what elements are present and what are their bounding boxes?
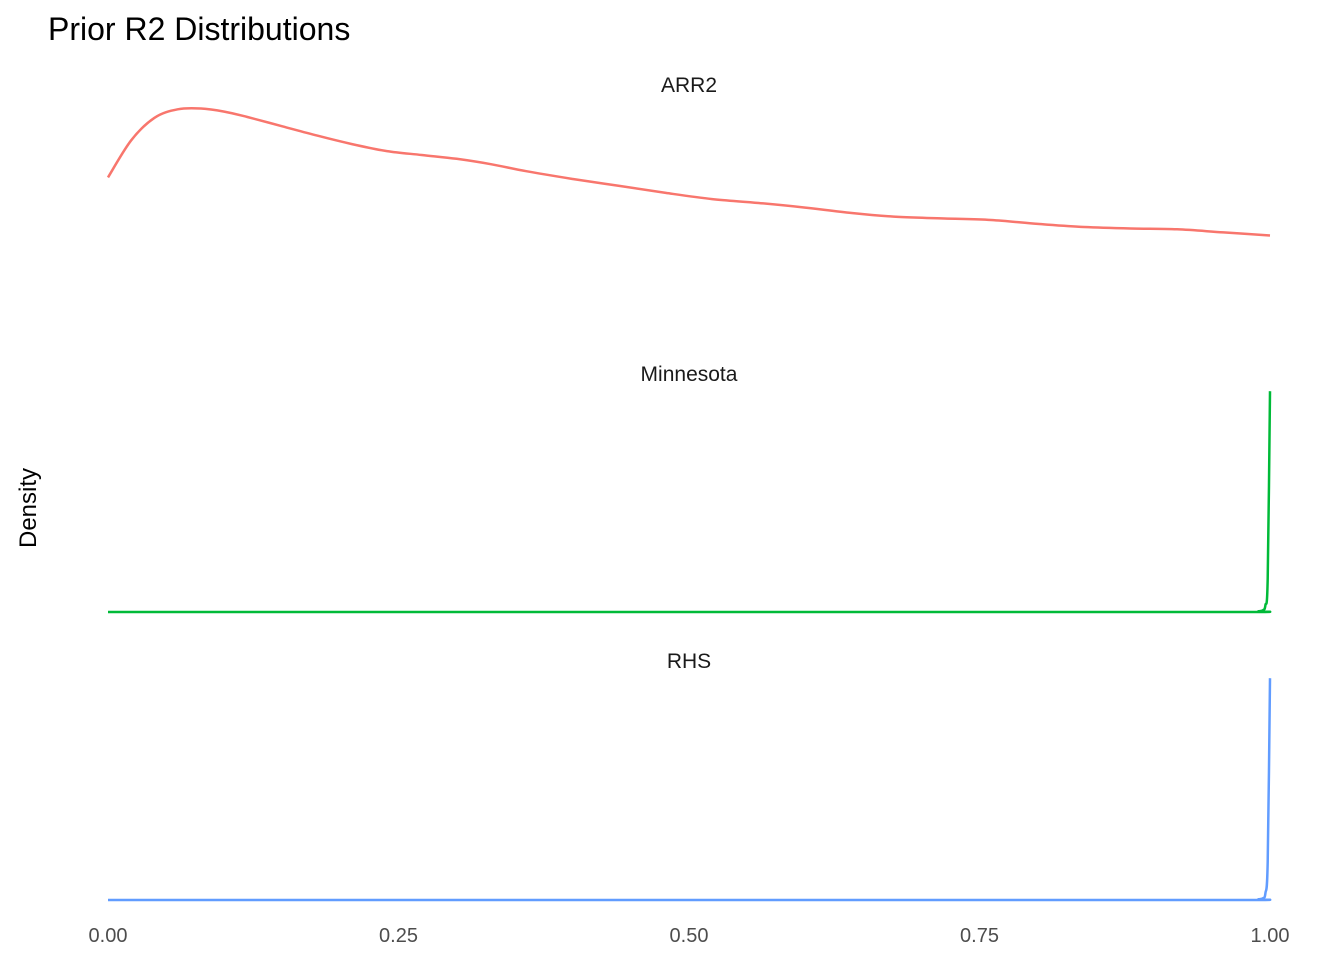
- facet-panels: ARR2 Minnesota RHS: [106, 74, 1272, 902]
- facet-label: Minnesota: [641, 363, 738, 386]
- x-tick-label: 0.25: [379, 925, 418, 947]
- y-axis-label: Density: [15, 468, 42, 548]
- facet-label: RHS: [667, 650, 711, 673]
- density-line-minnesota: [108, 391, 1272, 614]
- x-tick-label: 0.00: [89, 925, 128, 947]
- facet-rhs: RHS: [107, 650, 1272, 902]
- facet-arr2: ARR2: [106, 74, 1271, 237]
- x-axis-ticks: 0.00 0.25 0.50 0.75 1.00: [89, 925, 1290, 947]
- x-tick-label: 1.00: [1251, 925, 1290, 947]
- facet-minnesota: Minnesota: [108, 363, 1272, 614]
- density-line-arr2: [106, 106, 1271, 237]
- facet-label: ARR2: [661, 74, 717, 97]
- x-tick-label: 0.50: [670, 925, 709, 947]
- density-line-rhs: [107, 678, 1272, 902]
- x-tick-label: 0.75: [960, 925, 999, 947]
- chart-title: Prior R2 Distributions: [48, 11, 350, 47]
